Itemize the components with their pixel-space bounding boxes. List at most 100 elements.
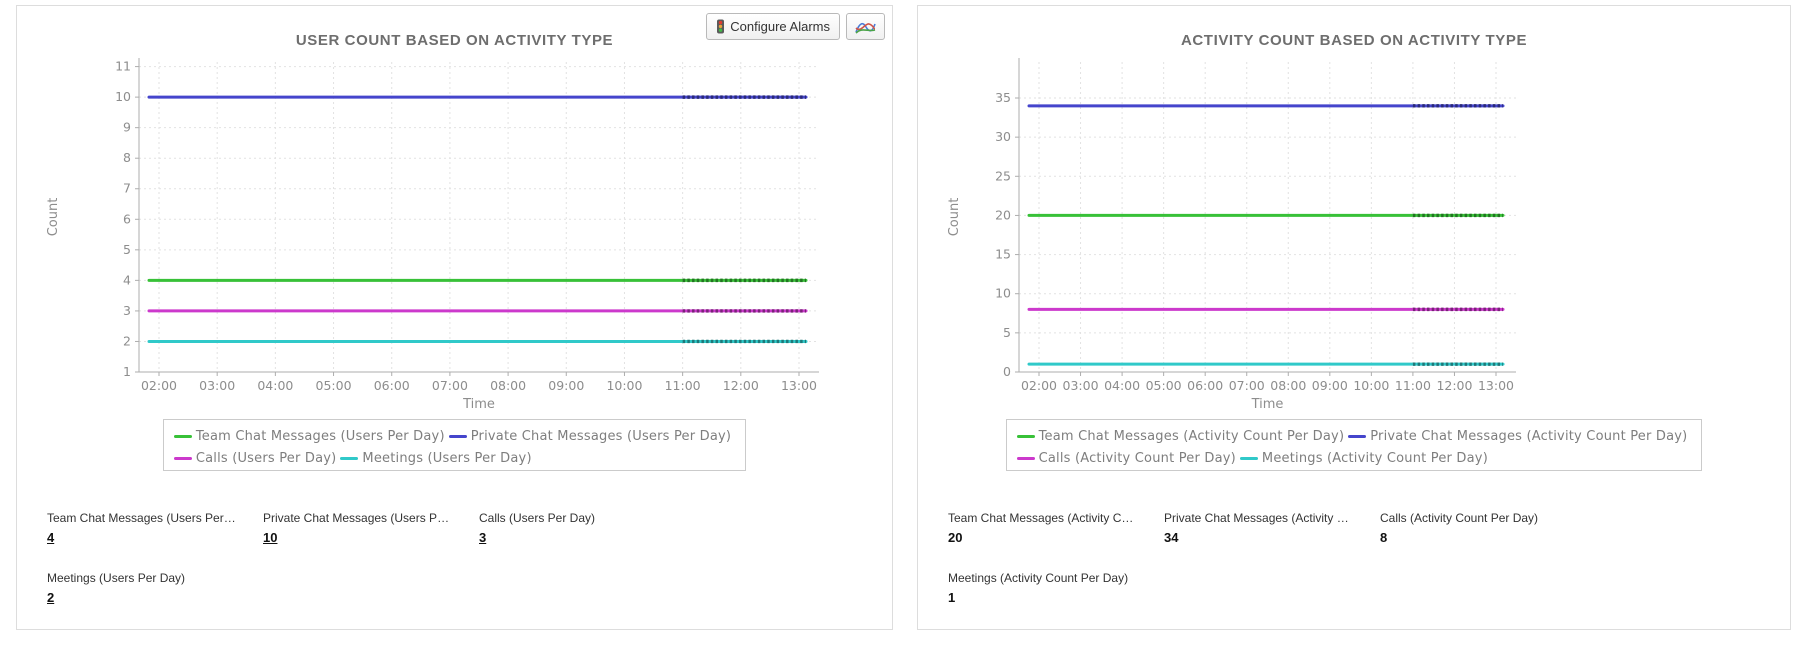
x-axis-title: Time (462, 397, 495, 412)
user-count-panel: Configure Alarms USER COUNT BASED ON ACT… (16, 5, 893, 630)
stat-cell: Calls (Users Per Day) 3 (479, 511, 679, 545)
y-axis-title: Count (46, 198, 61, 237)
y-tick-label: 15 (995, 247, 1011, 262)
stat-label: Meetings (Activity Count Per Day) (948, 571, 1129, 585)
legend-item-label: Team Chat Messages (Activity Count Per D… (1038, 429, 1345, 444)
legend-swatch-icon (1016, 457, 1035, 460)
y-tick-label: 5 (1003, 325, 1011, 340)
y-tick-label: 0 (1003, 364, 1011, 379)
legend-item-label: Private Chat Messages (Users Per Day) (470, 429, 732, 444)
stat-label: Team Chat Messages (Activity Count Per D… (948, 511, 1138, 525)
legend-item-label: Calls (Activity Count Per Day) (1038, 451, 1236, 466)
x-tick-label: 03:00 (1063, 378, 1099, 393)
x-tick-label: 09:00 (548, 378, 584, 393)
y-axis-title: Count (947, 198, 962, 237)
legend-item-label: Meetings (Users Per Day) (362, 451, 532, 466)
stat-value[interactable]: 2 (47, 590, 55, 605)
legend-item: Team Chat Messages (Activity Count Per D… (1016, 429, 1345, 444)
stat-label: Private Chat Messages (Users Per Day) (263, 511, 453, 525)
legend-swatch-icon (1239, 457, 1258, 460)
x-tick-label: 05:00 (316, 378, 352, 393)
chart-title: ACTIVITY COUNT BASED ON ACTIVITY TYPE (1180, 32, 1528, 49)
y-tick-label: 10 (995, 286, 1011, 301)
y-tick-label: 20 (995, 207, 1011, 222)
x-tick-label: 02:00 (141, 378, 177, 393)
legend-item-label: Private Chat Messages (Activity Count Pe… (1370, 429, 1688, 444)
legend-item: Team Chat Messages (Users Per Day) (173, 429, 445, 444)
stat-cell: Private Chat Messages (Activity Count Pe… (1164, 511, 1364, 545)
stat-value[interactable]: 4 (47, 530, 55, 545)
y-tick-label: 6 (123, 211, 131, 226)
stat-label: Calls (Users Per Day) (479, 511, 596, 525)
stat-value: 8 (1380, 530, 1388, 545)
activity-count-line-chart: 0 5 10 15 20 25 30 35 02:00 03:00 04:00 05:00 06:00 0… (947, 58, 1516, 412)
legend-row: Calls (Users Per Day) Meetings (Users Per… (173, 445, 735, 467)
chart-view-button[interactable] (846, 13, 885, 40)
x-tick-label: 06:00 (1187, 378, 1223, 393)
stat-cell: Private Chat Messages (Users Per Day) 10 (263, 511, 463, 545)
stat-cell: Meetings (Users Per Day) 2 (47, 571, 247, 605)
legend-item: Private Chat Messages (Activity Count Pe… (1348, 429, 1687, 444)
x-tick-label: 04:00 (257, 378, 293, 393)
x-tick-label: 13:00 (1478, 378, 1514, 393)
x-tick-label: 02:00 (1021, 378, 1057, 393)
y-tick-label: 1 (123, 364, 131, 379)
stat-label: Calls (Activity Count Per Day) (1380, 511, 1539, 525)
legend-wrap: Team Chat Messages (Users Per Day) Privat… (17, 419, 892, 471)
legend-swatch-icon (448, 435, 467, 438)
stat-label: Team Chat Messages (Users Per Day) (47, 511, 237, 525)
widget-toolbar: Configure Alarms (706, 13, 885, 40)
legend-swatch-icon (173, 457, 192, 460)
stat-value: 34 (1164, 530, 1179, 545)
gridlines (139, 62, 819, 373)
x-tick-label: 08:00 (490, 378, 526, 393)
x-tick-label: 11:00 (1395, 378, 1431, 393)
x-tick-label: 11:00 (665, 378, 701, 393)
x-tick-label: 07:00 (1229, 378, 1265, 393)
legend-item: Calls (Users Per Day) (173, 451, 337, 466)
legend-swatch-icon (340, 457, 359, 460)
y-tick-label: 3 (123, 303, 131, 318)
legend-wrap: Team Chat Messages (Activity Count Per D… (918, 419, 1790, 471)
stat-label: Private Chat Messages (Activity Count Pe… (1164, 511, 1354, 525)
stats-grid: Team Chat Messages (Users Per Day) 4 Priva… (47, 511, 892, 605)
y-tick-label: 11 (115, 59, 131, 74)
user-count-line-chart: 1 2 3 4 5 6 7 8 9 10 11 02:00 03:00 04:00 05:00 06:00 07… (46, 58, 819, 412)
stat-cell: Meetings (Activity Count Per Day) 1 (948, 571, 1148, 605)
stat-label: Meetings (Users Per Day) (47, 571, 186, 585)
y-tick-label: 9 (123, 120, 131, 135)
stat-value[interactable]: 3 (479, 530, 487, 545)
x-tick-label: 03:00 (199, 378, 235, 393)
x-tick-label: 04:00 (1104, 378, 1140, 393)
y-tick-label: 25 (995, 168, 1011, 183)
legend-item-label: Team Chat Messages (Users Per Day) (195, 429, 445, 444)
legend-item-label: Meetings (Activity Count Per Day) (1261, 451, 1488, 466)
legend-swatch-icon (173, 435, 192, 438)
x-tick-label: 12:00 (1436, 378, 1472, 393)
legend-swatch-icon (1016, 435, 1035, 438)
chart-legend: Team Chat Messages (Users Per Day) Privat… (162, 419, 747, 471)
x-tick-label: 08:00 (1270, 378, 1306, 393)
x-tick-label: 10:00 (606, 378, 642, 393)
y-tick-label: 30 (995, 129, 1011, 144)
stat-value[interactable]: 10 (263, 530, 278, 545)
stat-cell: Team Chat Messages (Activity Count Per D… (948, 511, 1148, 545)
x-tick-label: 07:00 (432, 378, 468, 393)
configure-alarms-label: Configure Alarms (730, 19, 830, 34)
chart-legend: Team Chat Messages (Activity Count Per D… (1005, 419, 1703, 471)
legend-item: Meetings (Users Per Day) (340, 451, 532, 466)
x-tick-label: 05:00 (1146, 378, 1182, 393)
stat-value: 20 (948, 530, 963, 545)
configure-alarms-button[interactable]: Configure Alarms (706, 13, 840, 40)
legend-row: Team Chat Messages (Activity Count Per D… (1016, 423, 1692, 445)
x-tick-label: 13:00 (781, 378, 817, 393)
legend-row: Calls (Activity Count Per Day) Meetings (… (1016, 445, 1692, 467)
y-tick-label: 7 (123, 181, 131, 196)
x-axis-title: Time (1251, 397, 1284, 412)
axes: 0 5 10 15 20 25 30 35 02:00 03:00 04:00 05:00 06:00 0… (995, 58, 1516, 393)
y-tick-label: 35 (995, 90, 1011, 105)
traffic-light-icon (716, 19, 725, 34)
multi-line-chart-icon (855, 20, 876, 34)
